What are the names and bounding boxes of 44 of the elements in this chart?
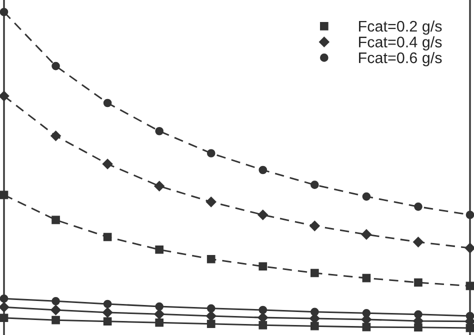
point: [362, 192, 371, 201]
point: [52, 62, 60, 70]
point: [258, 166, 268, 174]
point: [102, 158, 113, 170]
point: [206, 254, 216, 264]
point: [50, 304, 61, 316]
point: [414, 323, 422, 332]
point: [155, 318, 164, 327]
point: [414, 278, 422, 287]
point: [103, 300, 112, 308]
point: [155, 302, 164, 311]
point: [414, 202, 422, 211]
point: [50, 130, 61, 141]
point: [362, 322, 371, 332]
point: [103, 98, 112, 108]
legend-label: Fcat=0.4 g/s: [359, 36, 442, 50]
point: [310, 268, 319, 278]
point: [206, 320, 216, 328]
legend-label: Fcat=0.6 g/s: [359, 52, 442, 66]
point: [52, 296, 60, 306]
point: [206, 304, 216, 313]
point: [154, 308, 164, 320]
point: [310, 322, 319, 330]
point: [155, 126, 164, 136]
point: [310, 180, 319, 190]
point: [206, 310, 216, 322]
point: [206, 196, 216, 208]
point: [103, 317, 112, 326]
point: [103, 232, 112, 242]
point: [258, 210, 268, 220]
point: [362, 274, 371, 282]
point: [52, 216, 60, 224]
point: [102, 307, 113, 318]
point: [258, 306, 268, 314]
legend-label: Fcat=0.2 g/s: [359, 20, 442, 35]
point: [361, 229, 372, 240]
point: [258, 262, 268, 271]
point: [258, 320, 268, 330]
point: [413, 236, 424, 248]
point: [155, 245, 164, 254]
point: [154, 181, 164, 192]
point: [206, 149, 216, 158]
point: [310, 220, 320, 232]
point: [52, 316, 60, 324]
